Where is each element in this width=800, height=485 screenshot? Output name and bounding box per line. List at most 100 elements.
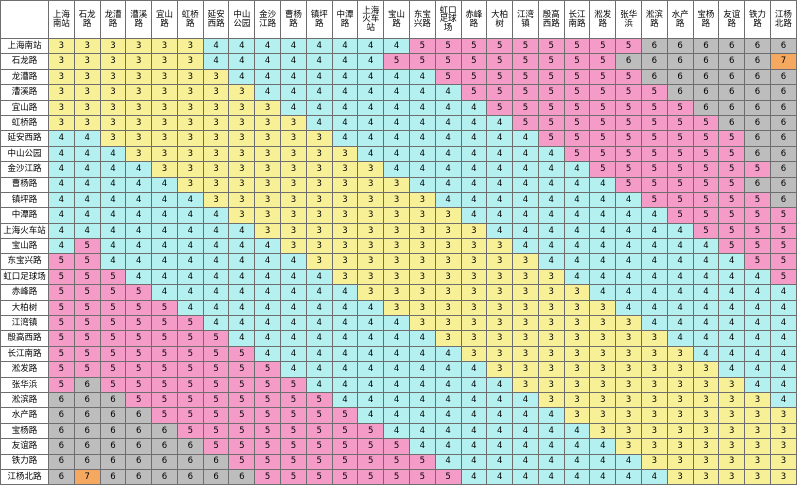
fare-cell: 4 (512, 207, 539, 224)
fare-cell: 4 (383, 145, 410, 163)
fare-cell: 4 (589, 438, 617, 455)
fare-cell: 4 (280, 315, 307, 332)
fare-cell: 3 (537, 361, 565, 378)
column-header: 曹杨路 (280, 0, 307, 39)
fare-cell: 5 (769, 207, 798, 224)
fare-cell: 4 (537, 207, 565, 224)
fare-cell: 3 (615, 407, 642, 424)
fare-cell: 4 (512, 161, 539, 178)
fare-cell: 4 (486, 161, 514, 178)
fare-cell: 6 (744, 37, 771, 55)
fare-cell: 3 (99, 84, 127, 101)
fare-cell: 5 (718, 161, 746, 178)
fare-cell: 4 (48, 238, 75, 255)
fare-cell: 4 (692, 345, 720, 363)
column-header-line: 石龙 (78, 10, 96, 20)
fare-cell: 4 (408, 176, 436, 193)
fare-cell: 3 (125, 114, 153, 132)
fare-cell: 5 (615, 145, 642, 163)
fare-cell: 4 (48, 176, 75, 193)
column-header: 金沙 江路 (254, 0, 282, 39)
fare-cell: 3 (537, 299, 565, 317)
fare-cell: 5 (48, 315, 75, 332)
fare-cell: 3 (640, 330, 668, 347)
fare-cell: 3 (512, 315, 539, 332)
fare-cell: 4 (280, 53, 307, 70)
fare-cell: 4 (434, 99, 462, 116)
fare-cell: 5 (434, 53, 462, 70)
fare-cell: 4 (176, 238, 204, 255)
fare-cell: 4 (744, 299, 771, 317)
fare-cell: 4 (254, 284, 282, 301)
fare-cell: 4 (589, 176, 617, 193)
fare-cell: 3 (769, 468, 798, 485)
fare-cell: 3 (537, 268, 565, 286)
column-header: 宜山路 (151, 0, 178, 39)
column-header-line: 长江 (568, 10, 586, 20)
fare-cell: 4 (563, 438, 591, 455)
fare-cell: 5 (692, 191, 720, 209)
fare-cell: 4 (383, 99, 410, 116)
row-header: 上海火车站 (0, 222, 49, 240)
fare-cell: 5 (99, 299, 127, 317)
fare-cell: 7 (769, 53, 798, 70)
fare-cell: 5 (176, 330, 204, 347)
fare-cell: 4 (408, 438, 436, 455)
table-row: 大柏树 5 5 5 5 5 4 4 4 4 4 4 4 4 3 3 3 3 3 3 3 3 3 4 4 4 4 4 4 4 (0, 299, 798, 317)
fare-cell: 4 (280, 84, 307, 101)
fare-cell: 4 (563, 453, 591, 470)
fare-cell: 4 (486, 422, 514, 440)
fare-cell: 4 (769, 376, 798, 393)
fare-cell: 4 (151, 253, 178, 270)
fare-cell: 3 (73, 114, 101, 132)
fare-cell: 3 (125, 37, 153, 55)
fare-cell: 4 (769, 330, 798, 347)
fare-cell: 4 (408, 345, 436, 363)
fare-cell: 3 (666, 438, 694, 455)
fare-cell: 3 (305, 207, 333, 224)
fare-cell: 3 (460, 284, 488, 301)
column-header-line: 路 (675, 18, 685, 29)
fare-cell: 4 (151, 207, 178, 224)
fare-cell: 5 (73, 315, 101, 332)
fare-cell: 4 (512, 238, 539, 255)
fare-cell: 4 (486, 438, 514, 455)
fare-cell: 6 (73, 407, 101, 424)
fare-cell: 4 (589, 191, 617, 209)
fare-cell: 4 (434, 438, 462, 455)
fare-cell: 3 (640, 361, 668, 378)
fare-cell: 6 (744, 130, 771, 147)
fare-cell: 5 (73, 284, 101, 301)
fare-cell: 5 (228, 422, 256, 440)
fare-cell: 5 (73, 253, 101, 270)
fare-cell: 5 (563, 53, 591, 70)
fare-cell: 4 (512, 422, 539, 440)
fare-cell: 5 (254, 391, 282, 409)
fare-cell: 4 (383, 391, 410, 409)
fare-cell: 3 (537, 330, 565, 347)
fare-cell: 5 (692, 130, 720, 147)
fare-cell: 6 (718, 114, 746, 132)
fare-cell: 5 (357, 453, 385, 470)
fare-cell: 3 (357, 191, 385, 209)
fare-cell: 3 (73, 37, 101, 55)
row-header: 铁力路 (0, 453, 49, 470)
fare-cell: 3 (228, 99, 256, 116)
fare-cell: 3 (383, 207, 410, 224)
fare-cell: 3 (589, 407, 617, 424)
fare-cell: 6 (718, 99, 746, 116)
fare-cell: 4 (460, 422, 488, 440)
fare-cell: 3 (744, 407, 771, 424)
fare-cell: 3 (125, 130, 153, 147)
column-header-line: 虹桥 (181, 10, 199, 20)
fare-cell: 3 (692, 422, 720, 440)
fare-cell: 4 (151, 176, 178, 193)
fare-cell: 3 (512, 299, 539, 317)
fare-cell: 4 (486, 407, 514, 424)
fare-cell: 5 (640, 161, 668, 178)
fare-cell: 4 (744, 315, 771, 332)
fare-cell: 4 (537, 238, 565, 255)
fare-cell: 5 (383, 453, 410, 470)
fare-cell: 5 (769, 238, 798, 255)
fare-cell: 3 (383, 222, 410, 240)
